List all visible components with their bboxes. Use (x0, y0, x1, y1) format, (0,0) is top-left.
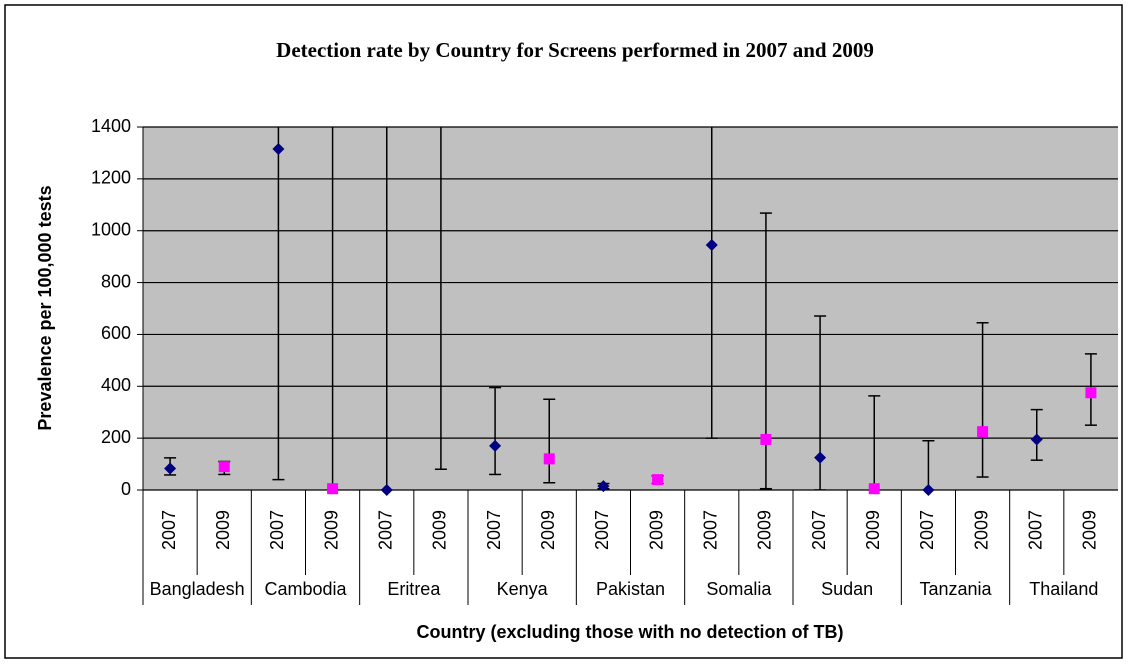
group-label: Sudan (821, 579, 873, 599)
x-tick-label: 2007 (592, 510, 612, 550)
marker (868, 483, 880, 495)
marker (218, 461, 230, 473)
y-tick-label: 1000 (91, 219, 131, 239)
group-label: Eritrea (387, 579, 441, 599)
x-tick-label: 2009 (213, 510, 233, 550)
marker (922, 484, 935, 496)
marker (977, 426, 989, 438)
x-tick-label: 2007 (267, 510, 287, 550)
y-axis-title: Prevalence per 100,000 tests (35, 185, 55, 430)
group-label: Cambodia (264, 579, 347, 599)
x-tick-label: 2007 (917, 510, 937, 550)
x-tick-label: 2009 (863, 510, 883, 550)
x-tick-label: 2007 (809, 510, 829, 550)
y-tick-label: 600 (101, 323, 131, 343)
group-label: Thailand (1029, 579, 1098, 599)
x-axis-title: Country (excluding those with no detecti… (417, 622, 844, 642)
marker (760, 433, 772, 445)
marker (652, 474, 664, 486)
group-label: Pakistan (596, 579, 665, 599)
x-tick-label: 2009 (646, 510, 666, 550)
x-tick-label: 2007 (484, 510, 504, 550)
x-tick-label: 2009 (430, 510, 450, 550)
marker (814, 451, 827, 464)
x-tick-label: 2009 (1080, 510, 1100, 550)
x-tick-label: 2007 (376, 510, 396, 550)
y-tick-label: 200 (101, 427, 131, 447)
chart-title: Detection rate by Country for Screens pe… (276, 38, 874, 62)
y-tick-label: 1200 (91, 168, 131, 188)
plot-content (164, 127, 1097, 490)
x-tick-label: 2007 (159, 510, 179, 550)
marker (1030, 433, 1043, 446)
x-tick-label: 2009 (538, 510, 558, 550)
x-tick-label: 2009 (971, 510, 991, 550)
marker (1085, 387, 1097, 399)
plot-area (143, 127, 1118, 490)
marker (489, 439, 502, 452)
x-tick-label: 2007 (1026, 510, 1046, 550)
marker (272, 143, 285, 156)
marker (705, 238, 718, 251)
y-tick-label: 400 (101, 375, 131, 395)
group-label: Bangladesh (150, 579, 245, 599)
group-label: Kenya (497, 579, 549, 599)
y-tick-label: 0 (121, 479, 131, 499)
marker (327, 483, 339, 495)
x-tick-label: 2009 (755, 510, 775, 550)
y-tick-label: 1400 (91, 116, 131, 136)
group-label: Tanzania (919, 579, 992, 599)
x-tick-label: 2009 (321, 510, 341, 550)
marker (164, 462, 177, 475)
x-tick-label: 2007 (701, 510, 721, 550)
y-tick-label: 800 (101, 271, 131, 291)
marker (380, 484, 393, 496)
marker (543, 453, 555, 465)
group-label: Somalia (706, 579, 772, 599)
marker (597, 480, 610, 493)
